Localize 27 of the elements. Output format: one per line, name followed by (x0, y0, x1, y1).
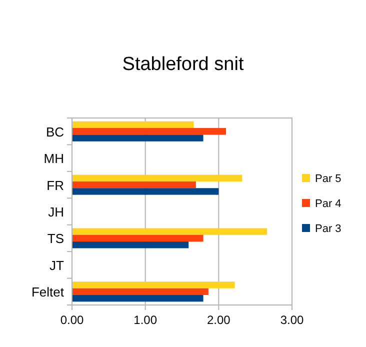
y-tick-label: TS (47, 231, 64, 246)
bar (72, 234, 204, 242)
y-tick-label: Feltet (31, 284, 64, 300)
bar (72, 128, 226, 135)
bar (72, 282, 235, 288)
x-tick-label: 2.00 (206, 313, 231, 327)
legend-label: Par 3 (315, 223, 342, 235)
chart-title: Stableford snit (122, 54, 244, 75)
x-tick-label: 0.00 (60, 313, 84, 327)
bar (72, 228, 268, 235)
y-tick-label: JH (48, 204, 64, 220)
bar (72, 174, 242, 182)
y-tick-label: FR (46, 178, 64, 193)
legend-label: Par 4 (315, 198, 342, 210)
x-tick-label: 1.00 (134, 313, 158, 327)
bar (72, 121, 194, 128)
x-tick-label: 3.00 (280, 313, 304, 327)
bar (72, 288, 208, 295)
y-tick-label: JT (50, 258, 64, 273)
bar (72, 188, 219, 195)
bar (72, 242, 189, 248)
y-tick-label: BC (46, 124, 64, 140)
bar (72, 181, 196, 188)
bar (72, 294, 204, 302)
y-tick-label: MH (44, 151, 64, 166)
bar (72, 134, 204, 142)
legend-label: Par 5 (315, 173, 342, 185)
